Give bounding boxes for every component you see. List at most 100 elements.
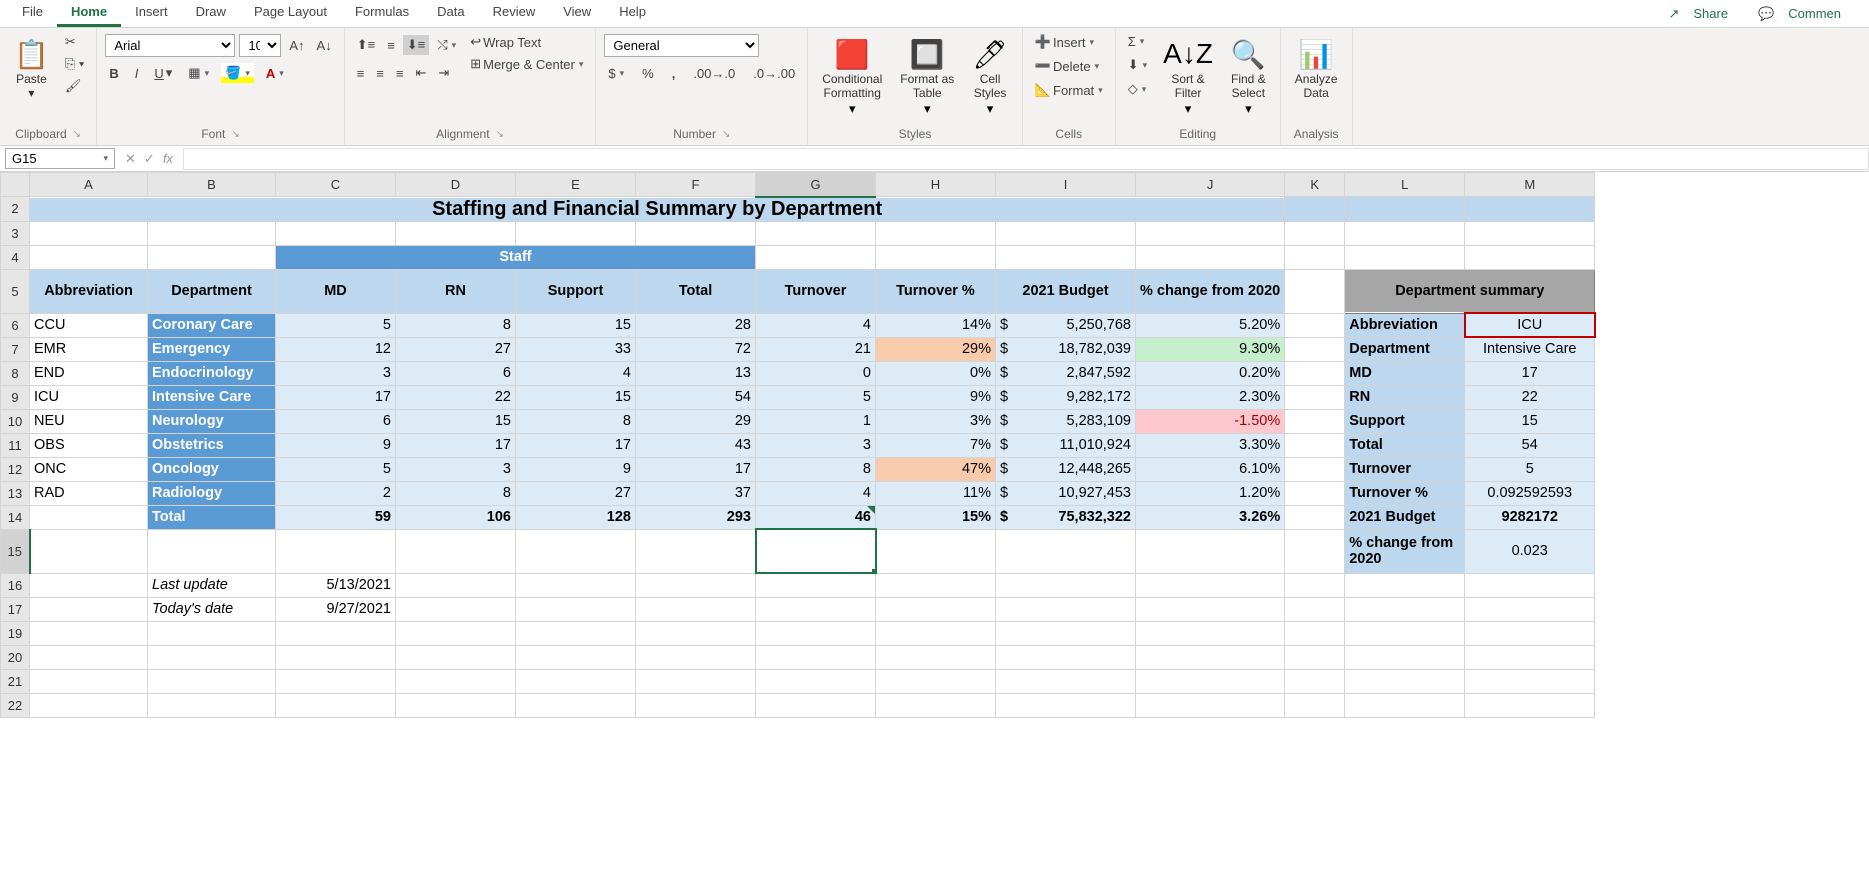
clear-button[interactable]: ◇ xyxy=(1124,79,1151,99)
col-header-K[interactable]: K xyxy=(1285,173,1345,197)
cell-H15[interactable] xyxy=(876,529,996,573)
align-center-button[interactable]: ≡ xyxy=(372,64,388,83)
cell-C3[interactable] xyxy=(276,221,396,245)
cell-A22[interactable] xyxy=(30,693,148,717)
cell-M19[interactable] xyxy=(1465,621,1595,645)
cell-C15[interactable] xyxy=(276,529,396,573)
comma-format-button[interactable]: , xyxy=(668,64,680,83)
col-header-E[interactable]: E xyxy=(516,173,636,197)
tab-view[interactable]: View xyxy=(549,0,605,27)
cell-H21[interactable] xyxy=(876,669,996,693)
italic-button[interactable]: I xyxy=(131,64,143,83)
analyze-data-button[interactable]: 📊Analyze Data xyxy=(1289,32,1344,105)
spreadsheet-grid[interactable]: ABCDEFGHIJKLM2Staffing and Financial Sum… xyxy=(0,172,1869,893)
merge-center-button[interactable]: ⊞ Merge & Center xyxy=(466,54,587,74)
tab-help[interactable]: Help xyxy=(605,0,660,27)
cell-G15[interactable] xyxy=(756,529,876,573)
font-color-button[interactable]: A xyxy=(262,64,288,83)
cell-J19[interactable] xyxy=(1136,621,1285,645)
cell-H19[interactable] xyxy=(876,621,996,645)
cell-I3[interactable] xyxy=(996,221,1136,245)
cell-B15[interactable] xyxy=(148,529,276,573)
cell-C20[interactable] xyxy=(276,645,396,669)
sort-filter-button[interactable]: A↓ZSort & Filter ▾ xyxy=(1157,32,1219,121)
formula-bar[interactable] xyxy=(183,148,1869,170)
fill-button[interactable]: ⬇ xyxy=(1124,55,1151,75)
tab-file[interactable]: File xyxy=(8,0,57,27)
tab-data[interactable]: Data xyxy=(423,0,478,27)
cell-M3[interactable] xyxy=(1465,221,1595,245)
find-select-button[interactable]: 🔍Find & Select ▾ xyxy=(1225,32,1272,121)
decrease-decimal-button[interactable]: .0→.00 xyxy=(749,64,799,83)
cell-B20[interactable] xyxy=(148,645,276,669)
increase-font-button[interactable]: A↑ xyxy=(285,36,308,55)
cell-B3[interactable] xyxy=(148,221,276,245)
col-header-G[interactable]: G xyxy=(756,173,876,197)
row-header-19[interactable]: 19 xyxy=(1,621,30,645)
cell-H22[interactable] xyxy=(876,693,996,717)
align-middle-button[interactable]: ≡ xyxy=(383,36,399,55)
cell-D3[interactable] xyxy=(396,221,516,245)
cell-styles-button[interactable]: 🖊Cell Styles ▾ xyxy=(966,32,1014,121)
col-header-A[interactable]: A xyxy=(30,173,148,197)
cell-F21[interactable] xyxy=(636,669,756,693)
dialog-launcher-icon[interactable]: ↘ xyxy=(73,129,81,140)
tab-draw[interactable]: Draw xyxy=(182,0,240,27)
cell-E19[interactable] xyxy=(516,621,636,645)
format-as-table-button[interactable]: 🔲Format as Table ▾ xyxy=(894,32,960,121)
name-box[interactable]: G15▾ xyxy=(5,148,115,169)
align-top-button[interactable]: ⬆≡ xyxy=(353,35,379,55)
cell-G21[interactable] xyxy=(756,669,876,693)
cut-button[interactable]: ✂ xyxy=(61,32,88,52)
orientation-button[interactable]: ⤭ xyxy=(433,35,460,55)
format-painter-button[interactable]: 🖌 xyxy=(61,76,88,96)
cell-E15[interactable] xyxy=(516,529,636,573)
cell-L20[interactable] xyxy=(1345,645,1465,669)
cell-G3[interactable] xyxy=(756,221,876,245)
cell-H20[interactable] xyxy=(876,645,996,669)
cell-L22[interactable] xyxy=(1345,693,1465,717)
cell-J15[interactable] xyxy=(1136,529,1285,573)
col-header-I[interactable]: I xyxy=(996,173,1136,197)
bold-button[interactable]: B xyxy=(105,64,122,83)
select-all-corner[interactable] xyxy=(1,173,30,197)
align-left-button[interactable]: ≡ xyxy=(353,64,369,83)
cell-I22[interactable] xyxy=(996,693,1136,717)
cell-E21[interactable] xyxy=(516,669,636,693)
cell-B22[interactable] xyxy=(148,693,276,717)
cell-F15[interactable] xyxy=(636,529,756,573)
cell-J20[interactable] xyxy=(1136,645,1285,669)
summary-title[interactable]: Department summary xyxy=(1345,269,1595,313)
cell-G19[interactable] xyxy=(756,621,876,645)
row-header-20[interactable]: 20 xyxy=(1,645,30,669)
decrease-font-button[interactable]: A↓ xyxy=(313,36,336,55)
cell-D20[interactable] xyxy=(396,645,516,669)
cell-F19[interactable] xyxy=(636,621,756,645)
col-header-J[interactable]: J xyxy=(1136,173,1285,197)
cell-L3[interactable] xyxy=(1345,221,1465,245)
cell-K21[interactable] xyxy=(1285,669,1345,693)
cell-C21[interactable] xyxy=(276,669,396,693)
cell-D22[interactable] xyxy=(396,693,516,717)
cell-A20[interactable] xyxy=(30,645,148,669)
cell-D15[interactable] xyxy=(396,529,516,573)
decrease-indent-button[interactable]: ⇤ xyxy=(411,63,430,83)
comments-button[interactable]: 💬 Commen xyxy=(1748,0,1861,27)
increase-decimal-button[interactable]: .00→.0 xyxy=(689,64,739,83)
col-header-M[interactable]: M xyxy=(1465,173,1595,197)
cell-A3[interactable] xyxy=(30,221,148,245)
cell-D19[interactable] xyxy=(396,621,516,645)
cell-K20[interactable] xyxy=(1285,645,1345,669)
conditional-formatting-button[interactable]: 🟥Conditional Formatting ▾ xyxy=(816,32,888,121)
cell-E3[interactable] xyxy=(516,221,636,245)
cell-I21[interactable] xyxy=(996,669,1136,693)
cell-I15[interactable] xyxy=(996,529,1136,573)
col-header-F[interactable]: F xyxy=(636,173,756,197)
cell-A15[interactable] xyxy=(30,529,148,573)
cell-I20[interactable] xyxy=(996,645,1136,669)
cell-J22[interactable] xyxy=(1136,693,1285,717)
row-header-21[interactable]: 21 xyxy=(1,669,30,693)
col-header-H[interactable]: H xyxy=(876,173,996,197)
increase-indent-button[interactable]: ⇥ xyxy=(434,63,453,83)
percent-format-button[interactable]: % xyxy=(638,64,658,83)
